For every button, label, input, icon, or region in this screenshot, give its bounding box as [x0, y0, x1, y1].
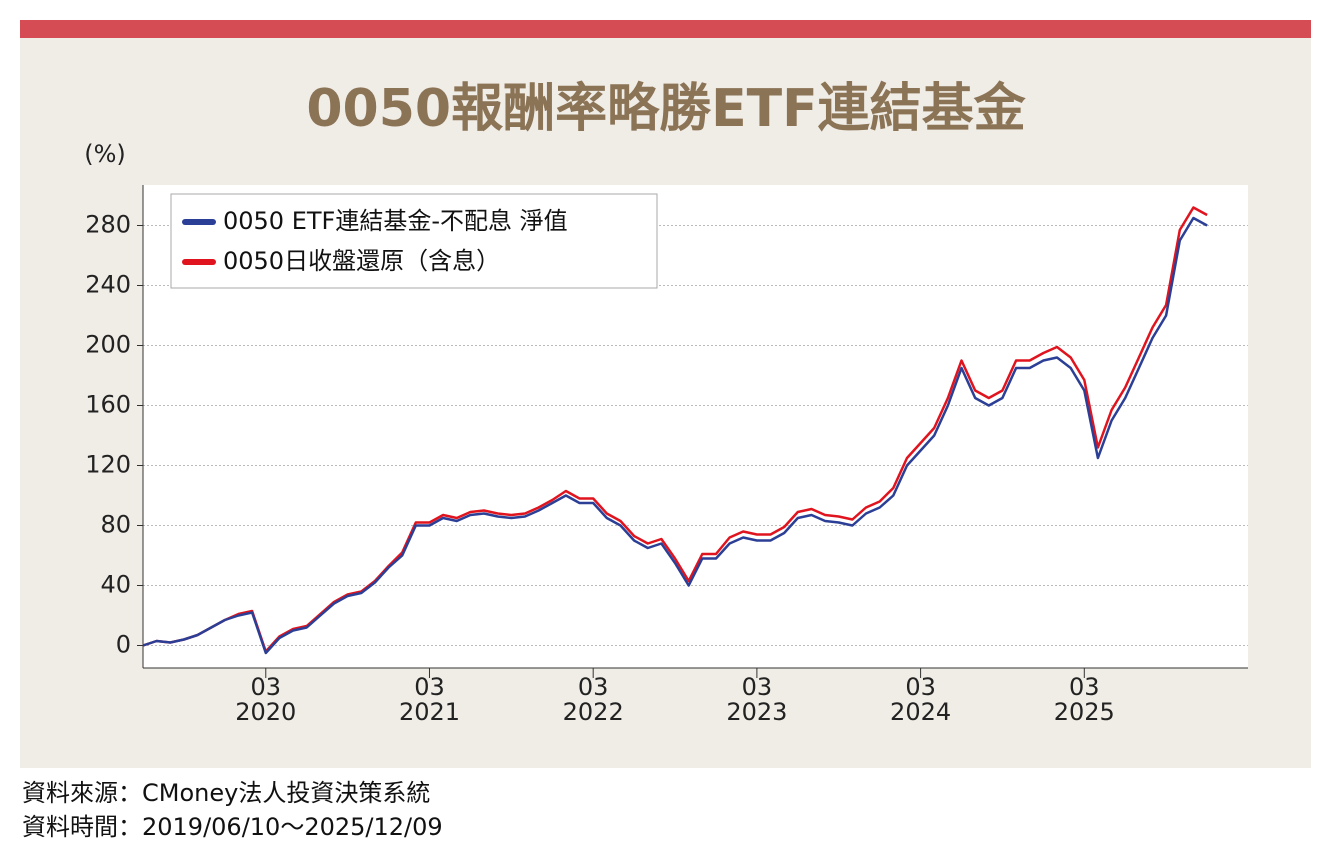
x-tick-label-line: 03 [414, 673, 445, 701]
line-series [142, 216, 1208, 655]
y-tick-label: 240 [85, 271, 131, 299]
x-tick-label-line: 03 [251, 673, 282, 701]
legend-box [170, 193, 658, 289]
y-tick-label: 40 [100, 571, 131, 599]
x-tick-label-line: 2024 [890, 698, 951, 726]
x-tick-label: 03 2024 [890, 673, 951, 726]
x-tick-label: 03 2025 [1054, 673, 1115, 726]
x-tick-label: 03 2022 [563, 673, 624, 726]
x-tick-label-line: 03 [742, 673, 773, 701]
chart-title: 0050報酬率略勝ETF連結基金 [306, 79, 1026, 139]
x-tick-label: 03 2020 [235, 673, 296, 726]
top-bar [20, 20, 1311, 38]
x-tick-label-line: 2023 [726, 698, 787, 726]
x-tick-label-line: 2020 [235, 698, 296, 726]
legend-label: 0050日收盤還原（含息） [223, 247, 500, 275]
y-tick-label: 160 [85, 391, 131, 419]
x-tick-label: 03 2021 [399, 673, 460, 726]
x-tick-label-line: 03 [905, 673, 936, 701]
x-tick-label-line: 03 [1069, 673, 1100, 701]
x-tick-label-line: 03 [578, 673, 609, 701]
legend-label: 0050 ETF連結基金-不配息 淨值 [223, 207, 568, 235]
y-tick-label: 280 [85, 211, 131, 239]
source: 資料來源：CMoney法人投資決策系統 [22, 779, 430, 807]
y-tick-label: 120 [85, 451, 131, 479]
x-tick-label-line: 2021 [399, 698, 460, 726]
y-tick-label: 80 [100, 511, 131, 539]
y-tick-label: 0 [116, 631, 131, 659]
y-axis-label: (%) [84, 140, 126, 168]
x-tick-label-line: 2022 [563, 698, 624, 726]
period: 資料時間：2019/06/10～2025/12/09 [22, 813, 443, 841]
x-tick-label: 03 2023 [726, 673, 787, 726]
x-tick-label-line: 2025 [1054, 698, 1115, 726]
y-tick-label: 200 [85, 331, 131, 359]
